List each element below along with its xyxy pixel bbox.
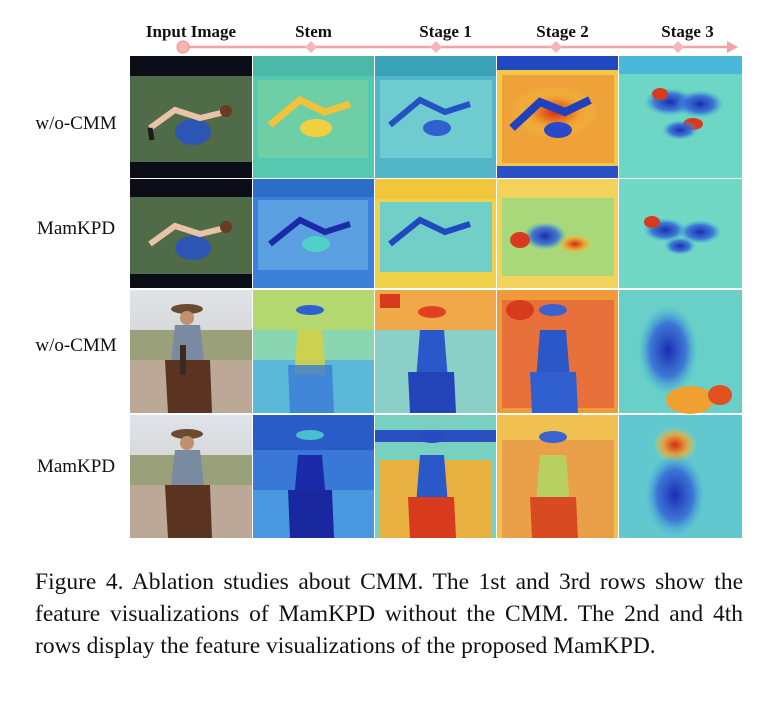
column-header-stage-3: Stage 3 bbox=[661, 22, 714, 41]
stage2-map-row-1 bbox=[497, 56, 618, 178]
header-arrow bbox=[176, 40, 738, 54]
stage2-map-row-2 bbox=[497, 179, 618, 288]
stage3-map-row-4 bbox=[619, 415, 742, 538]
column-header-stage-1: Stage 1 bbox=[419, 22, 472, 41]
stage2-map-row-3 bbox=[497, 290, 618, 413]
row-2-images bbox=[130, 179, 742, 288]
stage3-map-row-2 bbox=[619, 179, 742, 288]
stage1-map-row-4 bbox=[375, 415, 496, 538]
stage1-map-row-3 bbox=[375, 290, 496, 413]
column-header-stem: Stem bbox=[295, 22, 332, 41]
stage2-map-row-4 bbox=[497, 415, 618, 538]
stage1-map-row-1 bbox=[375, 56, 496, 178]
input-image-row-4 bbox=[130, 415, 252, 538]
row-label-2: MamKPD bbox=[36, 218, 116, 239]
caption-text: Figure 4. Ablation studies about CMM. Th… bbox=[35, 569, 743, 659]
stage3-map-row-1 bbox=[619, 56, 742, 178]
figure-caption: Figure 4. Ablation studies about CMM. Th… bbox=[35, 566, 743, 662]
input-image-row-1 bbox=[130, 56, 252, 178]
stem-map-row-2 bbox=[253, 179, 374, 288]
row-3-images bbox=[130, 290, 742, 414]
row-label-3: w/o-CMM bbox=[35, 335, 117, 356]
stage1-map-row-2 bbox=[375, 179, 496, 288]
stem-map-row-4 bbox=[253, 415, 374, 538]
row-4-images bbox=[130, 415, 742, 538]
column-header-stage-2: Stage 2 bbox=[536, 22, 589, 41]
input-image-row-3 bbox=[130, 290, 252, 413]
column-header-input-image: Input Image bbox=[145, 22, 237, 41]
input-image-row-2 bbox=[130, 179, 252, 288]
stem-map-row-1 bbox=[253, 56, 374, 178]
row-label-4: MamKPD bbox=[36, 456, 116, 477]
stage3-map-row-3 bbox=[619, 290, 742, 414]
stem-map-row-3 bbox=[253, 290, 374, 413]
figure-graphic bbox=[130, 40, 742, 538]
row-label-1: w/o-CMM bbox=[35, 113, 117, 134]
row-1-images bbox=[130, 56, 742, 178]
